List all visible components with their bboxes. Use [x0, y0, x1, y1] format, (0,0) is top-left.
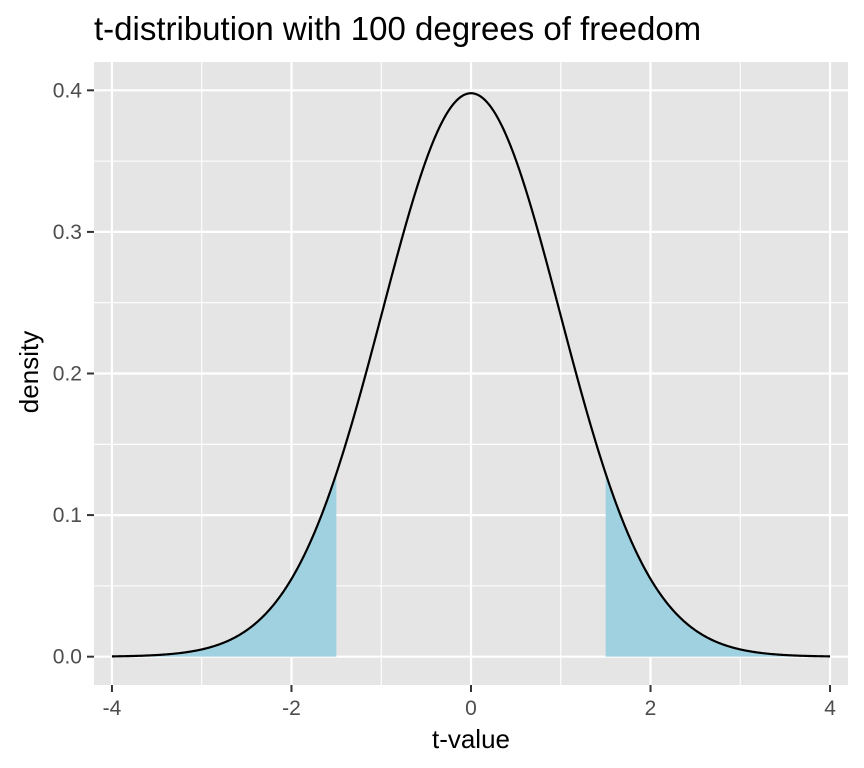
y-tick-label: 0.3 [53, 221, 82, 244]
x-tick-label: -2 [282, 697, 301, 720]
shaded-tail-regions [111, 473, 831, 657]
density-curve [111, 92, 831, 658]
chart-title: t-distribution with 100 degrees of freed… [94, 10, 701, 47]
x-tick-label: -4 [103, 697, 122, 720]
x-axis: -4 -2 0 2 4 [103, 685, 836, 720]
y-tick-label: 0.0 [53, 646, 82, 669]
y-tick-label: 0.4 [53, 79, 83, 102]
x-tick-label: 2 [645, 697, 657, 720]
y-tick-label: 0.2 [53, 363, 82, 386]
y-axis: 0.0 0.1 0.2 0.3 0.4 [53, 79, 94, 669]
right-tail-shade [605, 473, 831, 657]
y-axis-title: density [14, 331, 44, 413]
x-axis-title: t-value [432, 724, 510, 754]
y-tick-label: 0.1 [53, 504, 82, 527]
left-tail-shade [111, 473, 337, 657]
x-tick-label: 0 [465, 697, 477, 720]
x-tick-label: 4 [824, 697, 836, 720]
